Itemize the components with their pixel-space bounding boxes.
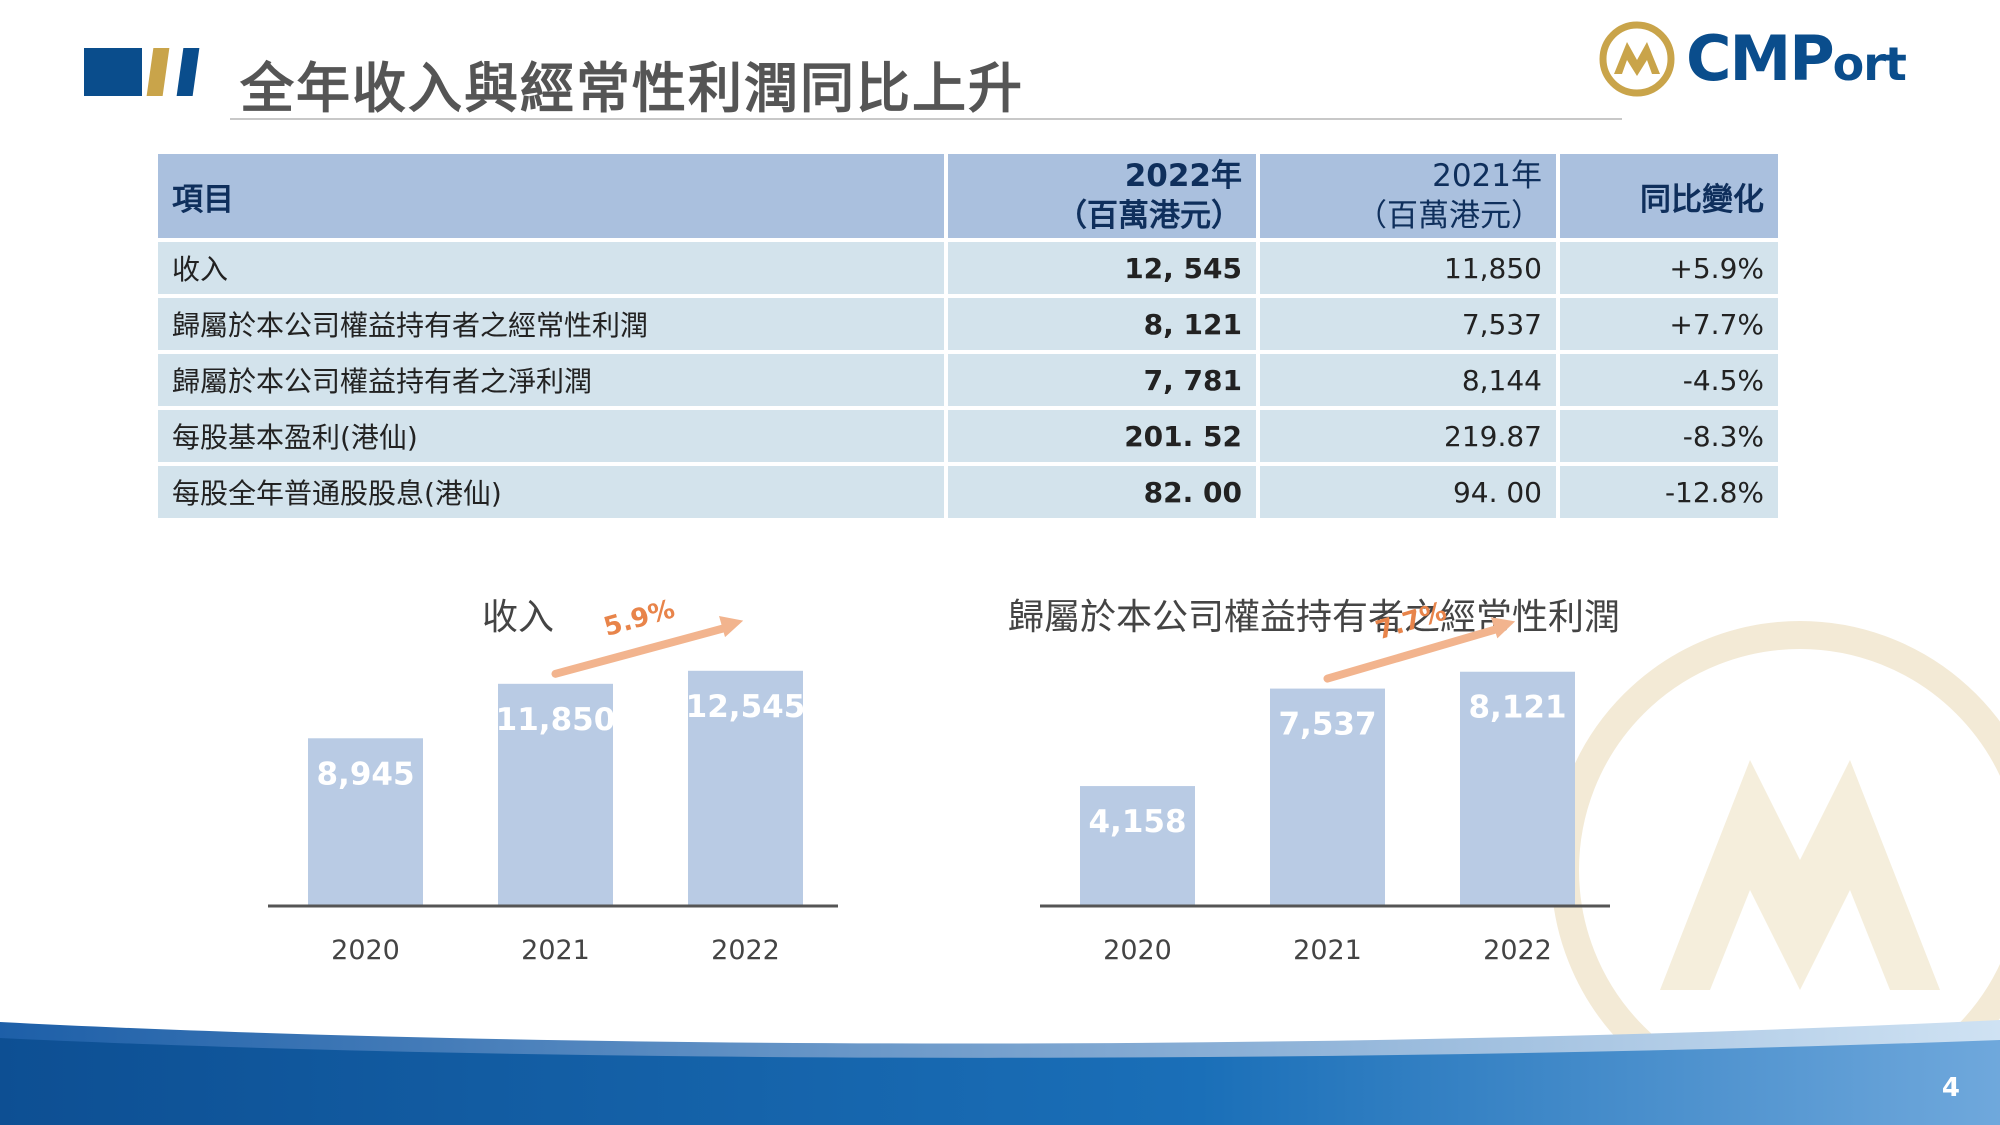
row-change: -4.5%	[1560, 354, 1778, 410]
bar-value-label: 8,945	[316, 756, 414, 792]
growth-arrow	[551, 616, 744, 678]
row-2021: 7,537	[1260, 298, 1560, 354]
x-tick-label: 2020	[1103, 935, 1172, 966]
x-tick-label: 2022	[711, 935, 780, 966]
header-2021: 2021年 （百萬港元）	[1260, 154, 1560, 242]
revenue-chart-title: 收入	[482, 597, 555, 638]
bar-2021	[1270, 688, 1385, 906]
header-change: 同比變化	[1560, 154, 1778, 242]
bar-2022	[1460, 671, 1575, 906]
growth-label: 5.9%	[601, 594, 679, 643]
row-2022: 82. 00	[948, 466, 1260, 522]
table-row: 歸屬於本公司權益持有者之經常性利潤 8, 121 7,537 +7.7%	[158, 298, 1778, 354]
row-item: 每股基本盈利(港仙)	[158, 410, 948, 466]
x-tick-label: 2021	[521, 935, 590, 966]
growth-arrow	[1323, 617, 1516, 683]
row-item: 收入	[158, 242, 948, 298]
bar-2020	[308, 738, 423, 906]
row-2022: 12, 545	[948, 242, 1260, 298]
table-row: 每股基本盈利(港仙) 201. 52 219.87 -8.3%	[158, 410, 1778, 466]
row-2021: 11,850	[1260, 242, 1560, 298]
row-item: 歸屬於本公司權益持有者之淨利潤	[158, 354, 948, 410]
page-number: 4	[1941, 1073, 1960, 1103]
row-change: +5.9%	[1560, 242, 1778, 298]
bar-value-label: 11,850	[496, 702, 616, 738]
page-title: 全年收入與經常性利潤同比上升	[240, 57, 1024, 120]
row-change: -8.3%	[1560, 410, 1778, 466]
row-change: -12.8%	[1560, 466, 1778, 522]
bar-value-label: 7,537	[1278, 707, 1376, 743]
x-tick-label: 2021	[1293, 935, 1362, 966]
row-item: 歸屬於本公司權益持有者之經常性利潤	[158, 298, 948, 354]
bar-value-label: 12,545	[686, 689, 806, 725]
title-divider	[230, 118, 1622, 120]
row-2022: 8, 121	[948, 298, 1260, 354]
row-2022: 201. 52	[948, 410, 1260, 466]
x-tick-label: 2020	[331, 935, 400, 966]
x-tick-label: 2022	[1483, 935, 1552, 966]
row-2021: 219.87	[1260, 410, 1560, 466]
revenue-bar-chart: 8,945 2020 11,850 2021 12,545 2022 5.9%	[268, 594, 838, 966]
bar-2022	[688, 670, 803, 906]
bar-value-label: 8,121	[1468, 690, 1566, 726]
row-change: +7.7%	[1560, 298, 1778, 354]
table-row: 每股全年普通股股息(港仙) 82. 00 94. 00 -12.8%	[158, 466, 1778, 522]
header-item: 項目	[158, 154, 948, 242]
table-row: 收入 12, 545 11,850 +5.9%	[158, 242, 1778, 298]
row-2021: 8,144	[1260, 354, 1560, 410]
bar-2021	[498, 683, 613, 906]
header-2022: 2022年 （百萬港元）	[948, 154, 1260, 242]
financial-summary-table: 項目 2022年 （百萬港元） 2021年 （百萬港元） 同比變化 收入 12,…	[158, 154, 1778, 522]
row-item: 每股全年普通股股息(港仙)	[158, 466, 948, 522]
logo-emblem-icon	[1599, 21, 1675, 97]
table-header-row: 項目 2022年 （百萬港元） 2021年 （百萬港元） 同比變化	[158, 154, 1778, 242]
bar-value-label: 4,158	[1088, 804, 1186, 840]
bar-2020	[1080, 786, 1195, 906]
footer-wave	[0, 1020, 2000, 1125]
logo-text: CMPort	[1686, 22, 1907, 95]
row-2021: 94. 00	[1260, 466, 1560, 522]
table-row: 歸屬於本公司權益持有者之淨利潤 7, 781 8,144 -4.5%	[158, 354, 1778, 410]
row-2022: 7, 781	[948, 354, 1260, 410]
profit-chart-title: 歸屬於本公司權益持有者之經常性利潤	[1008, 597, 1621, 638]
